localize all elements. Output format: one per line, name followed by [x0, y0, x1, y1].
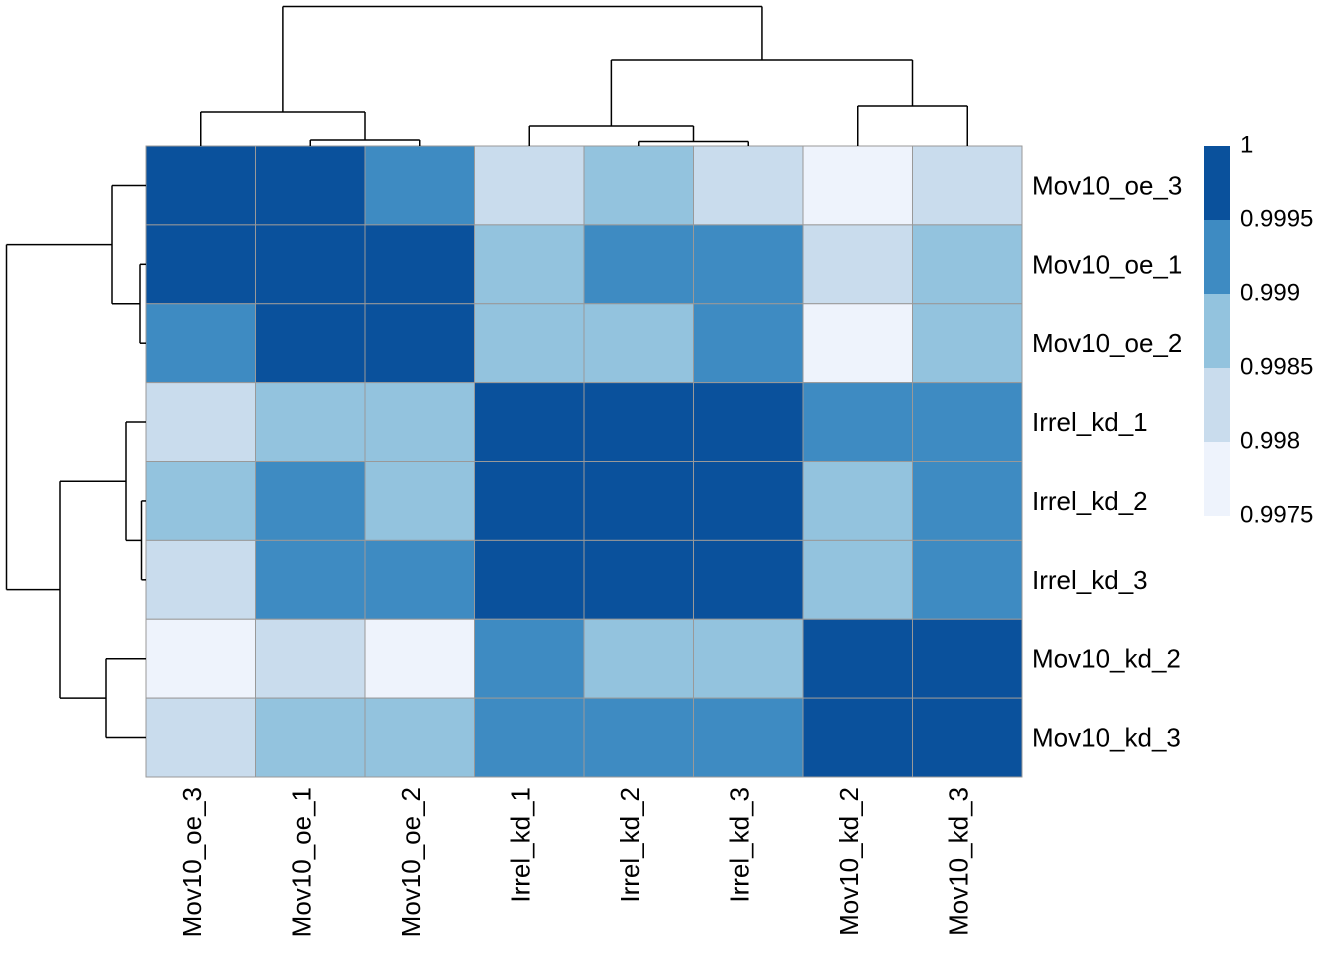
svg-text:0.9975: 0.9975	[1240, 501, 1313, 528]
svg-text:Mov10_kd_2: Mov10_kd_2	[834, 787, 864, 936]
svg-text:Mov10_kd_3: Mov10_kd_3	[943, 787, 973, 936]
svg-text:Irrel_kd_3: Irrel_kd_3	[1032, 565, 1148, 595]
svg-text:1: 1	[1240, 131, 1253, 158]
svg-text:Irrel_kd_2: Irrel_kd_2	[1032, 486, 1148, 516]
svg-text:0.9995: 0.9995	[1240, 205, 1313, 232]
svg-text:Irrel_kd_1: Irrel_kd_1	[1032, 407, 1148, 437]
svg-text:Mov10_oe_2: Mov10_oe_2	[396, 787, 426, 937]
svg-text:0.9985: 0.9985	[1240, 353, 1313, 380]
svg-text:Mov10_oe_1: Mov10_oe_1	[286, 787, 316, 937]
svg-text:Mov10_oe_1: Mov10_oe_1	[1032, 249, 1182, 279]
svg-text:Irrel_kd_1: Irrel_kd_1	[505, 787, 535, 903]
svg-text:Irrel_kd_2: Irrel_kd_2	[615, 787, 645, 903]
svg-text:Mov10_kd_2: Mov10_kd_2	[1032, 644, 1181, 674]
svg-text:0.998: 0.998	[1240, 427, 1300, 454]
svg-text:Mov10_oe_3: Mov10_oe_3	[1032, 170, 1182, 200]
svg-text:Irrel_kd_3: Irrel_kd_3	[724, 787, 754, 903]
svg-text:Mov10_oe_2: Mov10_oe_2	[1032, 328, 1182, 358]
svg-text:Mov10_kd_3: Mov10_kd_3	[1032, 723, 1181, 753]
svg-text:Mov10_oe_3: Mov10_oe_3	[177, 787, 207, 937]
svg-text:0.999: 0.999	[1240, 279, 1300, 306]
